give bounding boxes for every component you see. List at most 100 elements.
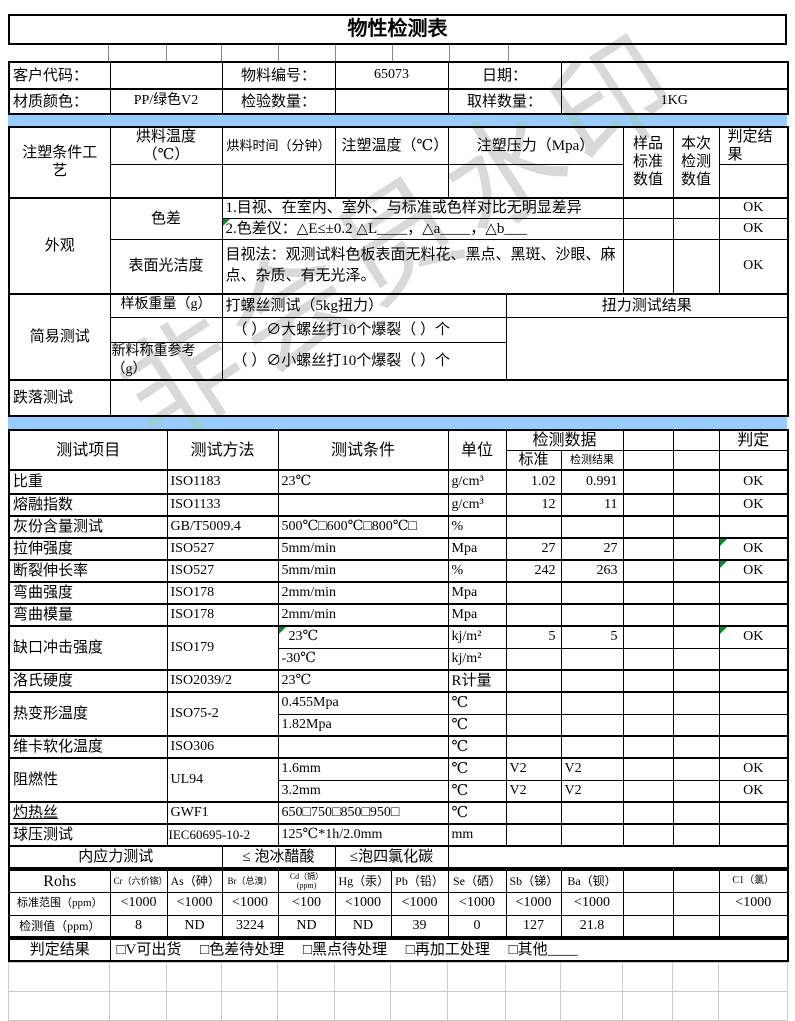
standard-cell[interactable]: V2	[505, 757, 562, 781]
bake-time-value[interactable]	[221, 164, 336, 198]
rohs-col-cd: Cd（镉）(ppm)	[277, 869, 336, 893]
standard-cell[interactable]	[505, 713, 562, 737]
result-cell[interactable]: V2	[560, 757, 624, 781]
standard-cell[interactable]	[505, 515, 562, 539]
grid-cell	[560, 991, 623, 1021]
table-row: 阻燃性 UL94 1.6mm ℃ V2 V2 OK	[8, 757, 789, 803]
rohs-value-cell[interactable]: 3224	[221, 914, 279, 938]
spacer-cell	[672, 713, 720, 737]
rohs-value-cell[interactable]: 39	[390, 914, 449, 938]
rohs-value-cell[interactable]: ND	[166, 914, 223, 938]
inject-pressure-value[interactable]	[447, 164, 624, 198]
result-cell[interactable]: 0.991	[560, 469, 624, 495]
judge-cell[interactable]	[718, 713, 789, 737]
final-verdict-options[interactable]: □V可出货 □色差待处理 □黑点待处理 □再加工处理 □其他____	[109, 938, 789, 962]
grid-cell	[334, 991, 391, 1021]
result-cell[interactable]	[560, 713, 624, 737]
result-cell[interactable]: 5	[560, 625, 624, 649]
judge-cell[interactable]	[718, 691, 789, 715]
condition-cell	[277, 735, 449, 759]
judge-cell[interactable]: OK	[718, 625, 789, 649]
simple-test-section-label: 简易测试	[8, 292, 111, 381]
grid-cell	[221, 991, 278, 1021]
rohs-value-cell[interactable]: 127	[505, 914, 562, 938]
condition-cell[interactable]: 500℃□600℃□800℃□	[277, 515, 449, 539]
result-cell[interactable]	[560, 823, 624, 847]
judge-cell[interactable]	[718, 647, 789, 671]
inject-temp-value[interactable]	[334, 164, 449, 198]
standard-cell[interactable]	[505, 603, 562, 627]
judge-cell[interactable]: OK	[718, 469, 789, 495]
standard-cell[interactable]: 1.02	[505, 469, 562, 495]
result-cell[interactable]	[560, 581, 624, 605]
rohs-value-cell[interactable]	[718, 914, 789, 938]
spacer-cell	[672, 669, 720, 693]
result-cell[interactable]: V2	[560, 779, 624, 803]
judge-cell[interactable]	[718, 823, 789, 847]
color-diff-visual-result[interactable]: OK	[718, 196, 789, 219]
result-cell[interactable]	[560, 603, 624, 627]
material-no-value[interactable]: 65073	[334, 61, 449, 90]
customer-code-value[interactable]	[109, 61, 223, 90]
appearance-section-label: 外观	[8, 196, 111, 294]
rohs-value-cell[interactable]: 0	[447, 914, 507, 938]
judge-cell[interactable]: OK	[718, 559, 789, 583]
rohs-value-cell[interactable]: ND	[334, 914, 392, 938]
verdict-result-value[interactable]	[718, 164, 789, 198]
unit-cell: %	[447, 515, 507, 539]
standard-cell[interactable]	[505, 735, 562, 759]
judge-cell[interactable]	[718, 801, 789, 825]
standard-cell[interactable]: 5	[505, 625, 562, 649]
result-cell[interactable]	[560, 647, 624, 671]
standard-cell[interactable]: 27	[505, 537, 562, 561]
condition-cell[interactable]: 650□750□850□950□	[277, 801, 449, 825]
result-cell[interactable]	[560, 515, 624, 539]
standard-cell[interactable]: V2	[505, 779, 562, 803]
standard-cell[interactable]	[505, 691, 562, 715]
standard-cell[interactable]	[505, 823, 562, 847]
rohs-value-cell[interactable]: 8	[109, 914, 168, 938]
judge-cell[interactable]	[718, 515, 789, 539]
result-cell[interactable]	[560, 735, 624, 759]
surface-finish-result[interactable]: OK	[718, 239, 789, 294]
standard-cell[interactable]	[505, 669, 562, 693]
result-cell[interactable]	[560, 801, 624, 825]
sample-qty-value[interactable]: 1KG	[560, 88, 789, 115]
standard-cell[interactable]	[505, 801, 562, 825]
spacer-cell	[622, 625, 674, 649]
standard-cell[interactable]: 12	[505, 493, 562, 517]
judge-cell[interactable]: OK	[718, 779, 789, 803]
standard-cell[interactable]: 242	[505, 559, 562, 583]
judge-cell[interactable]	[718, 603, 789, 627]
condition-cell: 1.6mm	[277, 757, 449, 781]
color-diff-meter-result[interactable]: OK	[718, 218, 789, 240]
inspect-qty-value[interactable]	[334, 88, 449, 115]
material-color-value[interactable]: PP/绿色V2	[109, 88, 223, 115]
result-cell[interactable]: 11	[560, 493, 624, 517]
col-header-result: 检测结果	[560, 450, 624, 471]
rohs-value-cell[interactable]: 21.8	[560, 914, 624, 938]
judge-cell[interactable]: OK	[718, 493, 789, 517]
internal-stress-value[interactable]	[447, 845, 789, 869]
result-cell[interactable]: 263	[560, 559, 624, 583]
judge-cell[interactable]: OK	[718, 537, 789, 561]
grid-strip	[8, 45, 787, 61]
result-cell[interactable]	[560, 669, 624, 693]
condition-cell: 2mm/min	[277, 581, 449, 605]
standard-cell[interactable]	[505, 647, 562, 671]
table-row: 弯曲强度 ISO178 2mm/min Mpa	[8, 581, 789, 605]
date-value[interactable]	[560, 61, 789, 90]
judge-cell[interactable]	[718, 669, 789, 693]
panel-weight-value[interactable]	[109, 317, 223, 343]
bake-temp-value[interactable]	[109, 164, 223, 198]
judge-cell[interactable]	[718, 581, 789, 605]
rohs-value-cell[interactable]: ND	[277, 914, 336, 938]
result-cell[interactable]	[560, 691, 624, 715]
result-cell[interactable]: 27	[560, 537, 624, 561]
torque-result-value[interactable]	[505, 317, 789, 381]
drop-test-value[interactable]	[109, 379, 789, 417]
standard-cell[interactable]	[505, 581, 562, 605]
method-cell: ISO306	[166, 735, 279, 759]
judge-cell[interactable]: OK	[718, 757, 789, 781]
judge-cell[interactable]	[718, 735, 789, 759]
